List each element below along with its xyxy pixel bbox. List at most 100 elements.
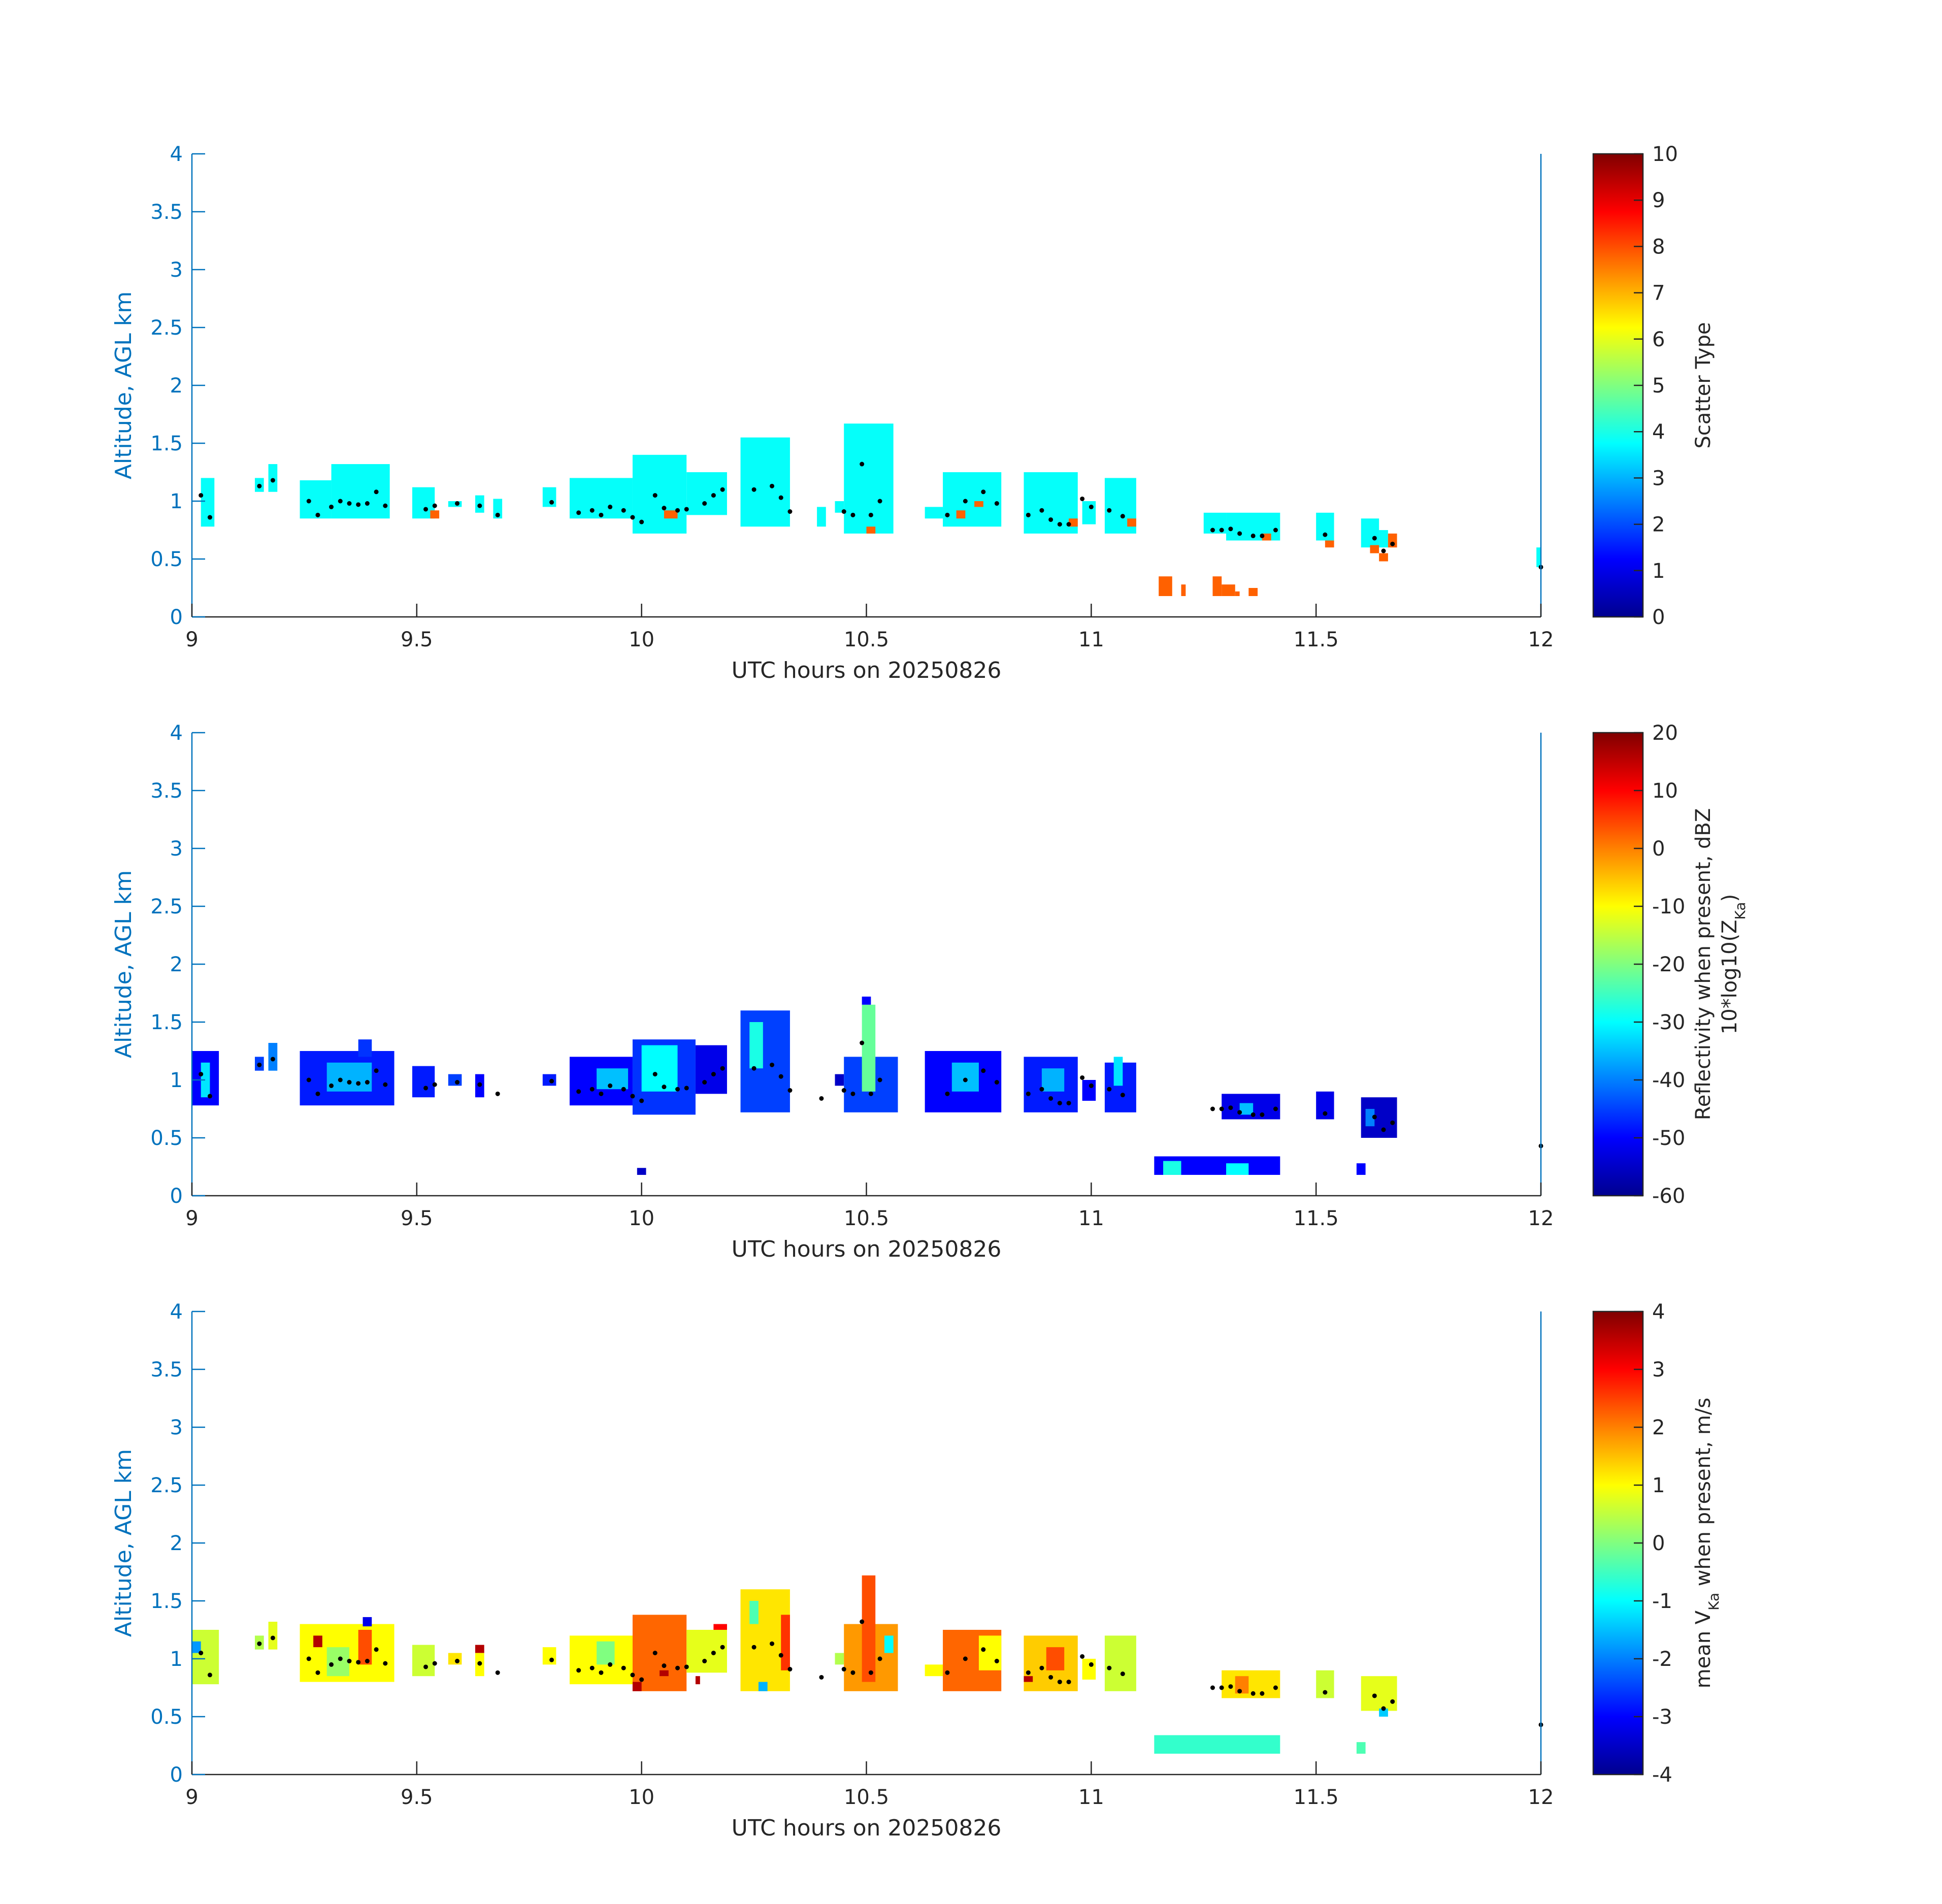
y-tick-label: 4	[170, 1300, 183, 1324]
cloud-base-dot	[1323, 532, 1328, 537]
cloud-base-dot	[877, 1656, 882, 1661]
cloud-base-dots	[199, 462, 1543, 570]
heatmap-cell	[749, 1601, 759, 1624]
colorbar-tick-label: 10	[1652, 143, 1678, 166]
heatmap-cell	[862, 1004, 876, 1092]
cloud-base-dot	[495, 1670, 500, 1675]
cloud-base-dot	[455, 501, 460, 506]
cloud-base-dot	[945, 1670, 950, 1675]
cloud-base-dot	[1057, 1101, 1062, 1106]
cloud-base-dot	[306, 1077, 311, 1082]
x-axis-label: UTC hours on 20250826	[732, 1236, 1002, 1262]
cloud-base-dot	[621, 508, 626, 513]
heatmap-cell	[412, 1066, 435, 1098]
x-tick-label: 10	[629, 628, 654, 651]
cloud-base-dot	[630, 1672, 635, 1678]
cloud-base-dots	[199, 1040, 1543, 1148]
cloud-base-dot	[1273, 1106, 1278, 1111]
cloud-base-dot	[576, 1668, 581, 1673]
heatmap-cell	[412, 1645, 435, 1677]
x-tick-label: 10	[629, 1786, 654, 1809]
cloud-base-dot	[549, 1657, 554, 1662]
heatmap-cell	[493, 499, 503, 519]
heatmap-cell	[201, 478, 215, 527]
colorbar-label-subscript: Ka	[1732, 902, 1749, 920]
cloud-base-dot	[778, 1653, 783, 1658]
cloud-base-dot	[639, 519, 644, 524]
cloud-base-dot	[639, 1098, 644, 1103]
heatmap-cell	[363, 1617, 372, 1627]
cloud-base-dot	[1039, 508, 1044, 513]
heatmap-cell	[862, 996, 871, 1005]
cloud-base-dot	[675, 1665, 680, 1670]
y-axis-label: Altitude, AGL km	[111, 1449, 137, 1637]
colorbar-label-line1: Reflectivity when present, dBZ	[1692, 808, 1715, 1121]
x-tick-label: 10	[629, 1207, 654, 1230]
cloud-base-dot	[639, 1677, 644, 1682]
cloud-base-dot	[770, 1641, 775, 1646]
cloud-base-dot	[720, 1066, 725, 1071]
cloud-base-dot	[877, 1077, 882, 1082]
heatmap-cell	[268, 1622, 278, 1650]
x-tick-label: 12	[1528, 1207, 1554, 1230]
cloud-base-dot	[994, 1080, 999, 1085]
cloud-base-dot	[306, 499, 311, 504]
cloud-base-dot	[306, 1656, 311, 1661]
cloud-base-dot	[315, 1670, 320, 1675]
cloud-base-dot	[1120, 514, 1125, 519]
x-tick-label: 11.5	[1294, 1786, 1339, 1809]
cloud-base-dot	[1219, 1106, 1224, 1111]
cloud-base-dot	[1089, 1662, 1094, 1667]
colorbar-tick-label: 10	[1652, 779, 1678, 803]
cloud-base-dot	[1250, 1691, 1256, 1696]
cloud-base-dot	[257, 1641, 262, 1646]
cloud-base-dot	[1323, 1690, 1328, 1695]
colorbar-3: -4 -3 -2 -1 0 1 2 3 4 mean VKa when present, m/s	[1592, 1300, 1722, 1787]
cloud-base-dot	[1066, 1101, 1071, 1106]
x-tick-label: 11.5	[1294, 1207, 1339, 1230]
cloud-base-dot	[1390, 1699, 1395, 1704]
cloud-base-dot	[599, 1670, 604, 1675]
colorbar-tick-label: 0	[1652, 837, 1665, 861]
heatmap-cell	[664, 510, 678, 519]
heatmap-cell	[740, 1010, 790, 1112]
y-tick-label: 0	[170, 606, 183, 629]
y-tick-label: 3.5	[150, 201, 183, 224]
heatmap-cell	[951, 1062, 979, 1092]
heatmap-cell	[1235, 1676, 1249, 1694]
cloud-base-dot	[329, 1662, 334, 1667]
y-tick-label: 2.5	[150, 316, 183, 340]
y-tick-label: 4	[170, 721, 183, 745]
colorbar-tick-label: 3	[1652, 467, 1665, 490]
cloud-base-dot	[684, 507, 689, 512]
y-tick-label: 2.5	[150, 895, 183, 918]
cloud-base-dot	[423, 1086, 429, 1091]
cloud-base-dot	[1372, 536, 1377, 541]
cloud-base-dot	[662, 1085, 667, 1090]
cloud-base-dot	[338, 1656, 343, 1661]
heatmap-cell	[835, 1074, 844, 1086]
colorbar-tick-label: -50	[1652, 1127, 1685, 1150]
cloud-base-dot	[1323, 1111, 1328, 1116]
heatmap-cell	[268, 1043, 278, 1071]
cloud-base-dot	[652, 493, 657, 498]
cloud-base-dot	[841, 1088, 846, 1093]
cloud-base-dot	[963, 1077, 968, 1082]
cloud-base-dot	[1080, 1075, 1085, 1080]
cloud-base-dot	[1057, 1680, 1062, 1685]
heatmap-cell	[1127, 518, 1136, 527]
heatmap-cell	[326, 1062, 372, 1092]
cloud-base-dot	[365, 1659, 370, 1664]
cloud-base-dot	[1089, 504, 1094, 509]
cloud-base-dot	[1237, 531, 1242, 536]
cloud-base-dot	[711, 493, 716, 498]
cloud-base-dot	[338, 499, 343, 504]
cloud-base-dot	[1066, 522, 1071, 527]
x-tick-label: 10.5	[844, 1207, 889, 1230]
cloud-base-dot	[599, 1091, 604, 1096]
cloud-base-dot	[675, 1087, 680, 1092]
colorbar-tick-label: -1	[1652, 1590, 1672, 1613]
colorbar-tick-label: -2	[1652, 1648, 1672, 1671]
cloud-base-dot	[778, 495, 783, 500]
